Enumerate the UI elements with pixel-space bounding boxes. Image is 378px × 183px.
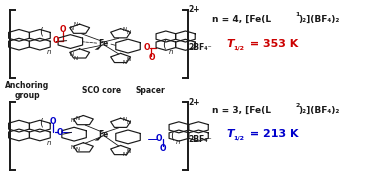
Text: n: n (47, 49, 51, 55)
Text: 1: 1 (295, 12, 299, 17)
Text: (: ( (39, 27, 43, 37)
Text: 2+: 2+ (189, 98, 200, 107)
Text: O: O (53, 36, 59, 45)
Text: T: T (227, 129, 234, 139)
Text: O: O (60, 25, 66, 34)
Text: Spacer: Spacer (135, 86, 165, 95)
Text: O: O (156, 134, 162, 143)
Text: 2BF₄⁻: 2BF₄⁻ (189, 43, 212, 52)
Text: 2+: 2+ (189, 5, 200, 14)
Text: Anchoring
group: Anchoring group (5, 81, 50, 100)
Text: )₂](BF₄)₂: )₂](BF₄)₂ (298, 106, 339, 115)
Text: N: N (127, 149, 131, 154)
Text: N: N (70, 52, 74, 57)
Text: O: O (50, 117, 56, 126)
Text: = 213 K: = 213 K (246, 129, 299, 139)
Text: O: O (56, 128, 63, 137)
Text: (: ( (39, 117, 43, 127)
Text: N: N (123, 152, 127, 157)
Text: n: n (175, 139, 180, 145)
Text: 2BF₄⁻: 2BF₄⁻ (189, 135, 212, 144)
Text: 2: 2 (295, 103, 299, 108)
Polygon shape (94, 43, 104, 50)
Text: N: N (123, 117, 127, 122)
Text: O: O (160, 144, 167, 153)
Text: N: N (123, 61, 127, 66)
Text: N: N (127, 120, 131, 125)
Text: N: N (70, 118, 74, 123)
Text: n: n (169, 48, 173, 55)
Text: N: N (73, 22, 77, 27)
Text: 1/2: 1/2 (233, 46, 244, 51)
Text: N: N (123, 27, 127, 32)
Text: (: ( (163, 39, 166, 49)
Text: T: T (227, 39, 234, 49)
Text: N: N (76, 147, 80, 152)
Text: (: ( (170, 130, 174, 140)
Text: O: O (148, 53, 155, 62)
Text: = 353 K: = 353 K (246, 39, 298, 49)
Text: N: N (70, 26, 74, 31)
Text: n = 3, [Fe(L: n = 3, [Fe(L (212, 106, 271, 115)
Text: 1/2: 1/2 (233, 136, 244, 141)
Text: N: N (127, 57, 131, 62)
Text: Fe: Fe (99, 39, 109, 48)
Text: n = 4, [Fe(L: n = 4, [Fe(L (212, 15, 271, 24)
Text: N: N (127, 30, 131, 35)
Text: N: N (76, 116, 80, 121)
Text: N: N (73, 56, 77, 61)
Text: Fe: Fe (99, 130, 109, 139)
Text: SCO core: SCO core (82, 86, 122, 95)
Polygon shape (94, 134, 104, 141)
Text: O: O (144, 43, 150, 52)
Text: )₂](BF₄)₂: )₂](BF₄)₂ (298, 15, 339, 24)
Text: N: N (70, 145, 74, 150)
Text: n: n (46, 140, 51, 146)
